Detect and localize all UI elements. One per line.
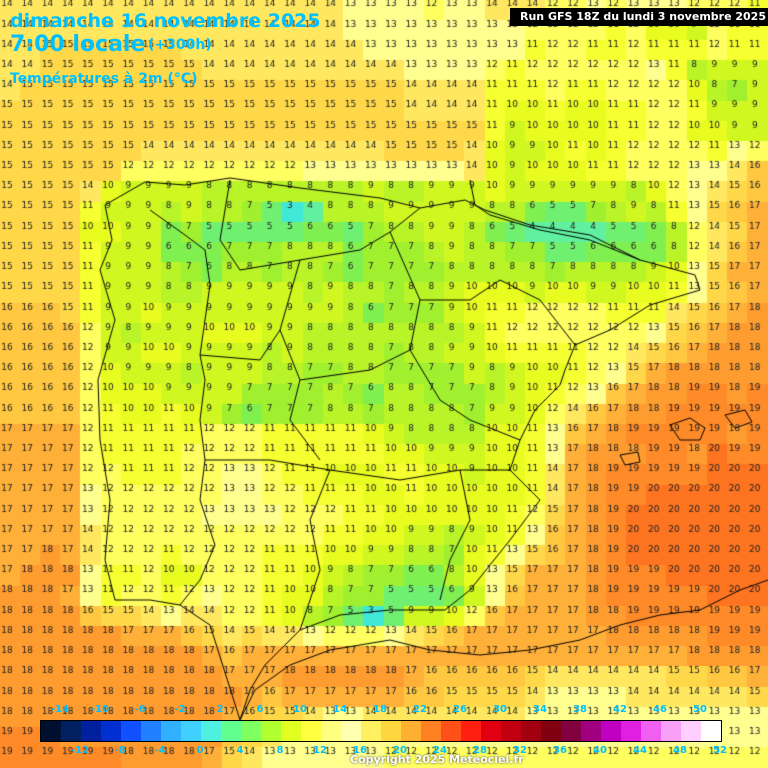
legend-swatch <box>381 721 401 741</box>
legend-label: -14 <box>50 704 70 715</box>
legend-top-labels: -14 -10 -6 -2 2 6 10 14 18 22 26 30 34 38 42 46 50 <box>0 704 768 716</box>
legend-swatch <box>301 721 321 741</box>
legend-swatch <box>661 721 681 741</box>
legend-label: 16 <box>353 745 367 756</box>
legend-swatch <box>521 721 541 741</box>
legend-label: -2 <box>174 704 186 715</box>
legend-label: -6 <box>134 704 146 715</box>
legend-label: 18 <box>373 704 387 715</box>
legend-swatch <box>321 721 341 741</box>
legend-swatch <box>461 721 481 741</box>
legend-label: 20 <box>393 745 407 756</box>
legend-swatch <box>481 721 501 741</box>
legend-label: 26 <box>453 704 467 715</box>
legend-label: 0 <box>196 745 204 756</box>
legend-swatch <box>201 721 221 741</box>
legend-swatch <box>621 721 641 741</box>
legend-swatch <box>241 721 261 741</box>
legend-label: 38 <box>573 704 587 715</box>
legend-swatch <box>161 721 181 741</box>
legend-swatch <box>421 721 441 741</box>
forecast-time: 7:00 locale <box>10 32 146 57</box>
legend-label: 6 <box>256 704 264 715</box>
legend-label: 22 <box>413 704 427 715</box>
legend-label: 52 <box>713 745 727 756</box>
legend-label: 50 <box>693 704 707 715</box>
legend-swatch <box>561 721 581 741</box>
legend-label: -4 <box>154 745 166 756</box>
legend-label: -8 <box>114 745 126 756</box>
legend-label: 12 <box>313 745 327 756</box>
forecast-lead-time: (+300h) <box>148 37 212 53</box>
legend-swatch <box>61 721 81 741</box>
legend-swatch <box>641 721 661 741</box>
legend-label: 14 <box>333 704 347 715</box>
legend-label: 28 <box>473 745 487 756</box>
legend-swatch <box>181 721 201 741</box>
legend-swatch <box>361 721 381 741</box>
legend-swatch <box>261 721 281 741</box>
legend-label: -10 <box>90 704 110 715</box>
legend-label: 8 <box>276 745 284 756</box>
legend-label: 44 <box>633 745 647 756</box>
legend-swatch <box>581 721 601 741</box>
legend-label: 34 <box>533 704 547 715</box>
legend-label: 30 <box>493 704 507 715</box>
legend-swatch <box>41 721 61 741</box>
legend-swatch <box>121 721 141 741</box>
legend-label: -12 <box>70 745 90 756</box>
legend-swatch <box>101 721 121 741</box>
legend-swatch <box>501 721 521 741</box>
legend-label: 42 <box>613 704 627 715</box>
legend-bottom-labels: -12 -8 -4 0 4 8 12 16 20 24 28 32 36 40 44 48 52 <box>0 745 768 757</box>
legend-swatch <box>541 721 561 741</box>
legend-label: 32 <box>513 745 527 756</box>
legend-label: 10 <box>293 704 307 715</box>
legend-label: 40 <box>593 745 607 756</box>
legend-swatch <box>401 721 421 741</box>
legend-label: 48 <box>673 745 687 756</box>
legend-swatch <box>281 721 301 741</box>
legend-label: 2 <box>216 704 224 715</box>
forecast-date: dimanche 16 novembre 2025 <box>10 10 321 32</box>
legend-swatch <box>141 721 161 741</box>
copyright: Copyright 2025 Meteociel.fr <box>350 753 524 766</box>
legend-swatch <box>441 721 461 741</box>
legend-label: 46 <box>653 704 667 715</box>
legend-label: 36 <box>553 745 567 756</box>
legend-swatch <box>341 721 361 741</box>
legend-swatch <box>681 721 701 741</box>
legend-swatch <box>81 721 101 741</box>
legend-swatch <box>601 721 621 741</box>
legend-swatch <box>701 721 721 741</box>
legend-label: 24 <box>433 745 447 756</box>
legend-label: 4 <box>236 745 244 756</box>
legend-swatch <box>221 721 241 741</box>
map-subtitle: Températures à 2m (°C) <box>10 71 198 87</box>
model-run-label: Run GFS 18Z du lundi 3 novembre 2025 <box>510 8 768 26</box>
color-legend <box>40 720 722 742</box>
